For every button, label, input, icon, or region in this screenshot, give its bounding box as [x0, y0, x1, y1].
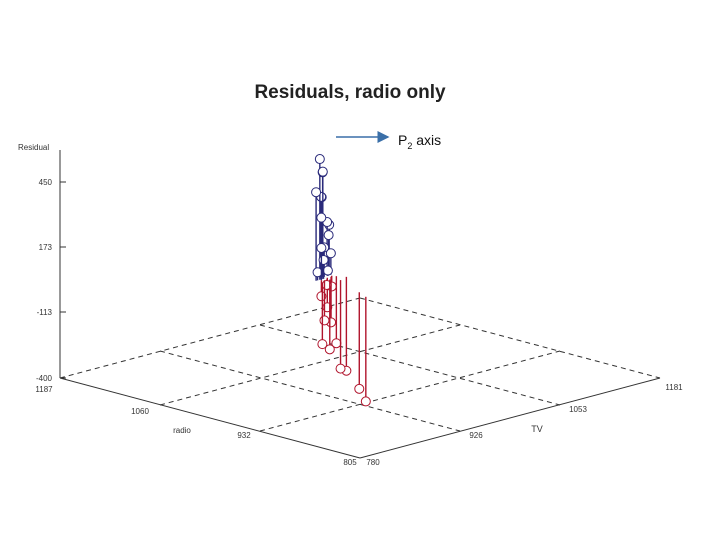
annotation-suffix: axis — [412, 132, 442, 148]
z-tick-label: -113 — [37, 308, 53, 317]
residual-point — [316, 242, 327, 253]
annotation-text: P — [398, 132, 408, 148]
tv-tick-label: 1053 — [569, 405, 587, 414]
floor-grid — [159, 324, 461, 406]
tv-axis-label: TV — [531, 424, 543, 434]
z-tick-label: 450 — [39, 178, 53, 187]
radio-tick-label: 805 — [343, 458, 357, 467]
residual-point — [335, 363, 346, 374]
residual-point — [360, 396, 371, 407]
floor-edge — [359, 377, 661, 459]
z-tick-label: -400 — [36, 374, 53, 383]
tv-tick-label: 780 — [366, 458, 380, 467]
residual-point — [325, 248, 336, 259]
residual-point — [354, 383, 365, 394]
floor-edge — [359, 297, 661, 379]
points-layer — [311, 154, 371, 407]
residual-point — [319, 315, 330, 326]
floor-grid — [159, 350, 461, 432]
residual-point — [316, 291, 327, 302]
z-tick-label: 173 — [39, 243, 53, 252]
residual-point — [316, 212, 327, 223]
residual-point — [311, 187, 322, 198]
residual-point — [314, 154, 325, 165]
residual-point — [317, 166, 328, 177]
residual-point — [322, 265, 333, 276]
radio-tick-label: 1060 — [131, 407, 149, 416]
residual-point — [324, 344, 335, 355]
radio-tick-label: 1187 — [35, 385, 53, 394]
floor-edge — [59, 377, 361, 459]
chart-title: Residuals, radio only — [254, 82, 446, 103]
radio-tick-label: 932 — [237, 431, 251, 440]
floor-edge — [59, 297, 361, 379]
annotation-label: P2 axis — [398, 132, 441, 151]
floor-grid — [259, 350, 561, 432]
residual-point — [318, 254, 329, 265]
z-axis-label: Residual — [18, 143, 49, 152]
radio-axis-label: radio — [173, 426, 191, 435]
floor-plane — [59, 297, 661, 459]
annotation-subscript: 2 — [407, 140, 413, 151]
floor-grid — [259, 324, 561, 406]
tv-tick-label: 926 — [469, 431, 483, 440]
tv-tick-label: 1181 — [665, 383, 683, 392]
residual-point — [323, 230, 334, 241]
residual-point — [317, 339, 328, 350]
